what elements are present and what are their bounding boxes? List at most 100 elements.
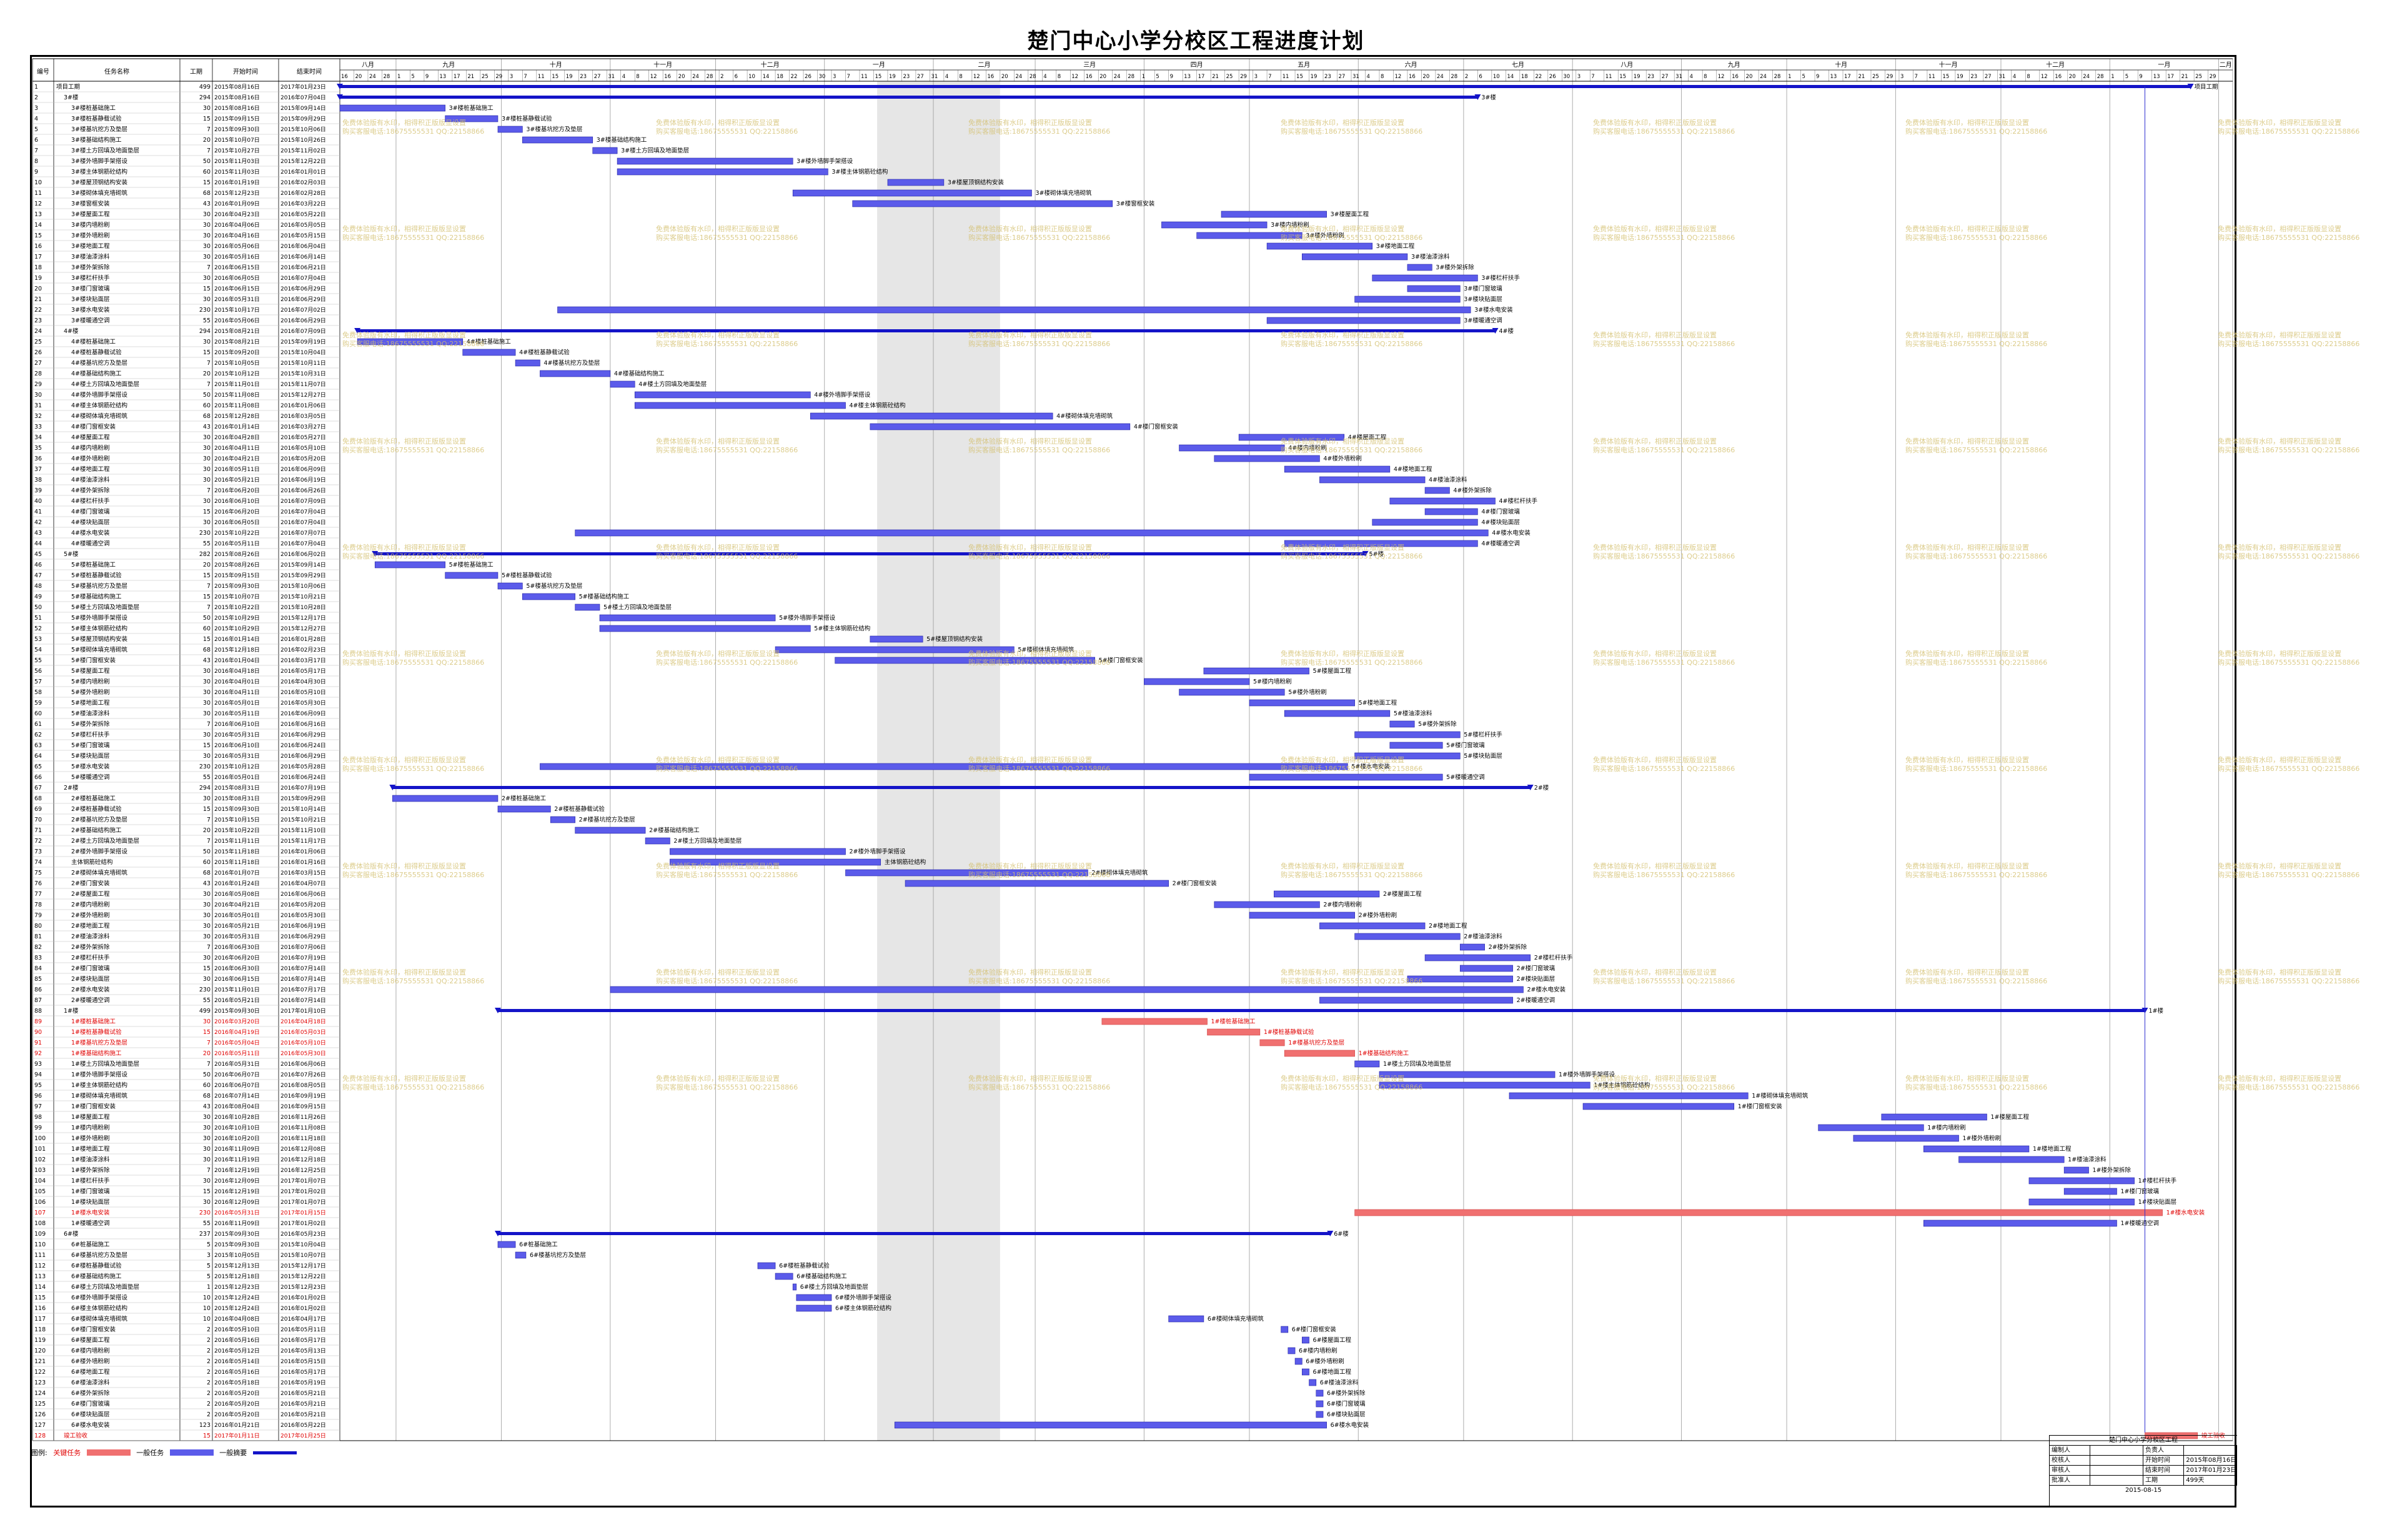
row-id: 17 xyxy=(34,254,42,261)
row-duration: 230 xyxy=(199,530,211,537)
day-label: 31 xyxy=(931,74,938,80)
row-duration: 2 xyxy=(207,1379,211,1386)
task-bar-label: 2#楼屋面工程 xyxy=(1383,890,1422,898)
watermark-text: 免费体验版有水印，相得积正版版显设置 xyxy=(1281,330,1404,339)
watermark-text: 免费体验版有水印，相得积正版版显设置 xyxy=(2218,968,2341,976)
watermark-text: 免费体验版有水印，相得积正版版显设置 xyxy=(342,118,466,127)
row-end: 2016年06月29日 xyxy=(280,317,326,324)
month-label: 九月 xyxy=(1728,61,1740,69)
task-bar xyxy=(1203,667,1309,675)
row-end: 2016年06月04日 xyxy=(280,242,326,250)
row-duration: 30 xyxy=(203,891,211,898)
row-start: 2016年05月20日 xyxy=(214,1411,260,1418)
day-label: 29 xyxy=(495,74,502,80)
row-end: 2017年01月07日 xyxy=(280,1177,326,1185)
row-name: 5#楼内墙粉刷 xyxy=(71,678,110,685)
row-end: 2016年05月20日 xyxy=(280,901,326,908)
day-label: 1 xyxy=(397,74,400,80)
row-id: 115 xyxy=(34,1294,46,1301)
row-id: 38 xyxy=(34,477,42,484)
tb-r2c2: 结束时间 xyxy=(2143,1466,2185,1475)
watermark-text: 免费体验版有水印，相得积正版版显设置 xyxy=(656,1074,780,1083)
row-name: 6#楼外架拆除 xyxy=(71,1389,110,1397)
row-duration: 60 xyxy=(203,169,211,176)
task-bar xyxy=(1407,264,1432,271)
row-end: 2016年05月17日 xyxy=(280,1368,326,1376)
day-label: 16 xyxy=(2055,74,2062,80)
row-id: 7 xyxy=(34,147,38,154)
day-label: 30 xyxy=(1563,74,1570,80)
row-end: 2016年05月27日 xyxy=(280,434,326,441)
chart-title: 楚门中心小学分校区工程进度计划 xyxy=(1027,29,1365,54)
row-id: 107 xyxy=(34,1210,46,1216)
row-name: 3#楼水电安装 xyxy=(71,306,110,314)
task-bar-label: 2#楼外墙脚手架搭设 xyxy=(849,848,906,855)
watermark-text: 免费体验版有水印，相得积正版版显设置 xyxy=(2218,755,2341,764)
row-duration: 2 xyxy=(207,1358,211,1365)
summary-start-marker xyxy=(372,551,379,557)
task-bar-label: 3#楼外墙粉刷 xyxy=(1306,232,1344,239)
watermark-text: 购买客服电话:18675555531 QQ:22158866 xyxy=(1281,658,1422,667)
row-id: 84 xyxy=(34,965,42,972)
row-end: 2016年01月06日 xyxy=(280,848,326,855)
task-bar xyxy=(617,157,793,165)
watermark-text: 免费体验版有水印，相得积正版版显设置 xyxy=(1593,118,1717,127)
row-end: 2016年03月27日 xyxy=(280,423,326,430)
row-id: 73 xyxy=(34,848,42,855)
task-bar-label: 3#楼外架拆除 xyxy=(1436,264,1474,271)
watermark-text: 购买客服电话:18675555531 QQ:22158866 xyxy=(1905,976,2047,985)
task-bar-label: 2#楼外墙粉刷 xyxy=(1359,912,1397,919)
day-label: 24 xyxy=(1015,74,1022,80)
watermark-text: 免费体验版有水印，相得积正版版显设置 xyxy=(1905,1074,2029,1083)
tb-r1c0: 校核人 xyxy=(2050,1456,2091,1465)
task-bar xyxy=(2028,1177,2135,1185)
task-bar-label: 4#楼暖通空调 xyxy=(1481,540,1520,547)
row-start: 2016年04月23日 xyxy=(214,211,260,218)
task-bar-label: 6#楼 xyxy=(1334,1230,1349,1238)
row-start: 2016年05月01日 xyxy=(214,773,260,781)
task-bar-label: 4#楼门窗玻璃 xyxy=(1481,508,1520,515)
day-label: 7 xyxy=(1914,74,1917,80)
day-label: 8 xyxy=(959,74,962,80)
tb-r3c3: 499天 xyxy=(2184,1476,2237,1485)
watermark-text: 免费体验版有水印，相得积正版版显设置 xyxy=(1593,968,1717,976)
day-label: 17 xyxy=(2167,74,2174,80)
row-name: 1#楼门窗玻璃 xyxy=(71,1188,110,1195)
task-bar xyxy=(810,412,1053,420)
day-label: 23 xyxy=(580,74,587,80)
day-label: 8 xyxy=(1058,74,1061,80)
watermark-text: 购买客服电话:18675555531 QQ:22158866 xyxy=(656,658,798,667)
row-duration: 30 xyxy=(203,519,211,526)
task-bar xyxy=(445,572,499,579)
row-name: 2#楼水电安装 xyxy=(71,986,110,993)
watermark-text: 免费体验版有水印，相得积正版版显设置 xyxy=(2218,330,2341,339)
watermark-text: 免费体验版有水印，相得积正版版显设置 xyxy=(2218,543,2341,552)
row-duration: 30 xyxy=(203,1018,211,1025)
day-label: 15 xyxy=(875,74,881,80)
row-name: 4#楼桩基静载试验 xyxy=(71,349,122,356)
watermark-text: 购买客服电话:18675555531 QQ:22158866 xyxy=(1905,658,2047,667)
task-bar-label: 2#楼内墙粉刷 xyxy=(1323,901,1362,908)
day-label: 25 xyxy=(1226,74,1233,80)
row-end: 2016年08月05日 xyxy=(280,1081,326,1089)
row-start: 2015年11月08日 xyxy=(214,402,260,409)
task-bar xyxy=(894,1421,1327,1429)
row-duration: 5 xyxy=(207,1241,211,1248)
row-id: 47 xyxy=(34,572,42,579)
row-name: 3#楼块贴面层 xyxy=(71,296,110,303)
row-start: 2016年10月28日 xyxy=(214,1113,260,1121)
task-bar xyxy=(1259,1039,1285,1046)
row-name: 1#楼水电安装 xyxy=(71,1209,110,1216)
watermark-text: 购买客服电话:18675555531 QQ:22158866 xyxy=(1281,552,1422,560)
row-id: 18 xyxy=(34,264,42,271)
row-start: 2015年08月21日 xyxy=(214,327,260,335)
row-start: 2016年04月01日 xyxy=(214,678,260,685)
day-label: 11 xyxy=(1605,74,1612,80)
row-name: 4#楼外墙粉刷 xyxy=(71,455,110,462)
task-bar-label: 5#楼基础结构施工 xyxy=(579,593,630,600)
row-name: 6#楼外墙粉刷 xyxy=(71,1358,110,1365)
day-label: 17 xyxy=(454,74,460,80)
watermark-text: 购买客服电话:18675555531 QQ:22158866 xyxy=(1905,445,2047,454)
row-name: 5#楼地面工程 xyxy=(71,699,110,707)
row-duration: 7 xyxy=(207,360,211,367)
